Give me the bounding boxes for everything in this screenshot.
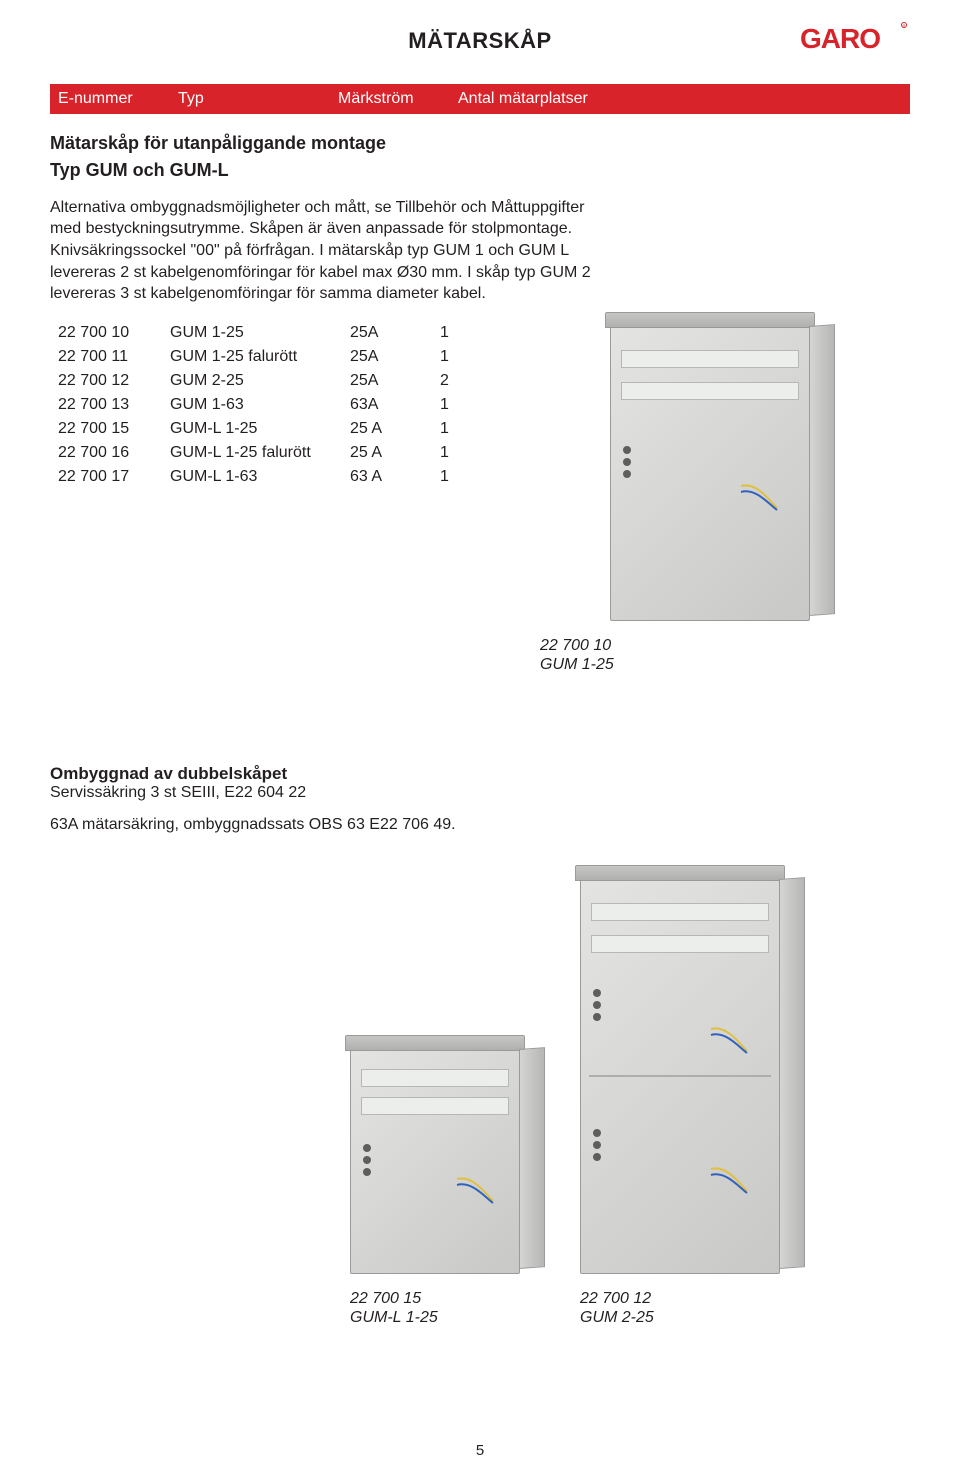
table-cell: 22 700 11 <box>50 345 170 369</box>
table-row: 22 700 12GUM 2-2525A2 <box>50 369 480 393</box>
brand-logo: GARO R <box>800 20 910 60</box>
section1-title-line1: Mätarskåp för utanpåliggande montage <box>50 132 910 155</box>
image2-caption-model: GUM-L 1-25 <box>350 1308 520 1327</box>
page-title: MÄTARSKÅP <box>50 28 910 54</box>
image2-caption-code: 22 700 15 <box>350 1289 520 1308</box>
section2-subtitle: Servissäkring 3 st SEIII, E22 604 22 <box>50 784 910 802</box>
table-cell: 63A <box>350 393 440 417</box>
table-cell: GUM 1-25 falurött <box>170 345 350 369</box>
table-cell: 25 A <box>350 441 440 465</box>
section2-line: 63A mätarsäkring, ombyggnadssats OBS 63 … <box>50 816 910 834</box>
table-cell: 1 <box>440 417 480 441</box>
table-cell: GUM-L 1-63 <box>170 465 350 489</box>
table-cell: 25A <box>350 345 440 369</box>
table-cell: 25A <box>350 369 440 393</box>
col-antal: Antal mätarplatser <box>458 90 658 108</box>
table-cell: GUM 1-25 <box>170 321 350 345</box>
table-cell: 22 700 12 <box>50 369 170 393</box>
svg-text:GARO: GARO <box>800 23 880 54</box>
table-cell: GUM-L 1-25 falurött <box>170 441 350 465</box>
product-image-gum-1-25 <box>610 321 810 621</box>
image1-caption-code: 22 700 10 <box>540 636 910 655</box>
section1-intro: Alternativa ombyggnadsmöjligheter och må… <box>50 197 620 305</box>
table-cell: 22 700 17 <box>50 465 170 489</box>
table-row: 22 700 17GUM-L 1-6363 A1 <box>50 465 480 489</box>
col-markstrom: Märkström <box>338 90 458 108</box>
table-cell: 2 <box>440 369 480 393</box>
table-row: 22 700 16GUM-L 1-25 falurött25 A1 <box>50 441 480 465</box>
table-row: 22 700 13GUM 1-6363A1 <box>50 393 480 417</box>
image3-caption-model: GUM 2-25 <box>580 1308 780 1327</box>
table-cell: GUM 2-25 <box>170 369 350 393</box>
table-cell: 1 <box>440 441 480 465</box>
table-cell: 22 700 13 <box>50 393 170 417</box>
product-image-gum-2-25 <box>580 874 780 1274</box>
col-typ: Typ <box>178 90 338 108</box>
table-cell: GUM-L 1-25 <box>170 417 350 441</box>
col-enummer: E-nummer <box>58 90 178 108</box>
column-header-bar: E-nummer Typ Märkström Antal mätarplatse… <box>50 84 910 114</box>
table-cell: 22 700 10 <box>50 321 170 345</box>
table-cell: 22 700 16 <box>50 441 170 465</box>
table-cell: 63 A <box>350 465 440 489</box>
table-cell: 1 <box>440 393 480 417</box>
table-row: 22 700 11GUM 1-25 falurött25A1 <box>50 345 480 369</box>
table-row: 22 700 15GUM-L 1-2525 A1 <box>50 417 480 441</box>
product-image-gum-l-1-25 <box>350 1044 520 1274</box>
section2-title: Ombyggnad av dubbelskåpet <box>50 764 910 784</box>
image3-caption-code: 22 700 12 <box>580 1289 780 1308</box>
section1-title-line2: Typ GUM och GUM-L <box>50 159 910 182</box>
product-table: 22 700 10GUM 1-2525A122 700 11GUM 1-25 f… <box>50 321 480 489</box>
table-cell: 1 <box>440 321 480 345</box>
table-cell: 1 <box>440 345 480 369</box>
table-cell: 25A <box>350 321 440 345</box>
image1-caption-model: GUM 1-25 <box>540 655 910 674</box>
page-number: 5 <box>0 1442 960 1459</box>
table-cell: 22 700 15 <box>50 417 170 441</box>
table-cell: 1 <box>440 465 480 489</box>
table-row: 22 700 10GUM 1-2525A1 <box>50 321 480 345</box>
table-cell: 25 A <box>350 417 440 441</box>
table-cell: GUM 1-63 <box>170 393 350 417</box>
svg-text:R: R <box>903 23 906 28</box>
